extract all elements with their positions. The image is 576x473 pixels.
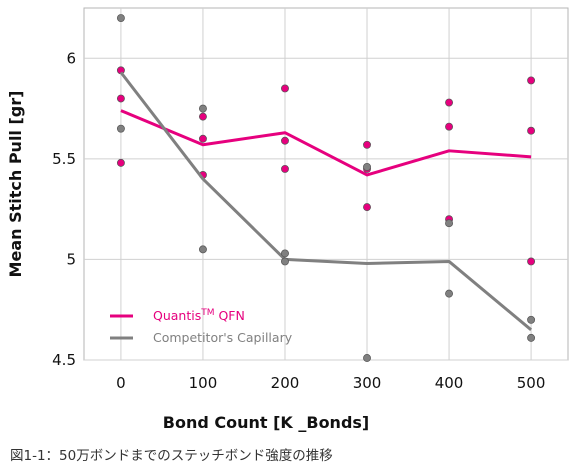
data-point [198,245,207,254]
data-point [116,14,125,23]
data-point [363,203,371,212]
data-point [527,126,536,135]
data-point [527,315,536,324]
x-tick-label: 300 [353,374,382,392]
data-point [116,158,125,167]
data-point [445,219,454,228]
data-point [363,354,371,362]
legend-label: QuantisTM QFN [153,308,245,323]
series-0 [116,66,536,266]
data-point [527,257,536,266]
series-1 [116,14,536,362]
data-point [445,98,454,107]
x-tick-label: 200 [271,374,300,392]
data-point [445,122,454,131]
x-tick-label: 500 [517,374,546,392]
data-point [281,84,289,93]
series-mean-line [119,71,533,331]
data-point [527,76,536,85]
x-tick-labels: 0 100 200 300 400 500 [116,374,545,392]
stitch-pull-chart: 4.5 5 5.5 6 0 100 200 300 400 500 QuantisTM QFN C… [6,7,569,432]
series-layer [116,14,536,362]
legend: QuantisTM QFN Competitor's Capillary [110,308,293,345]
y-tick-label: 5.5 [52,150,76,168]
data-point [116,124,125,133]
data-point [363,140,371,149]
data-point [281,136,289,145]
y-tick-label: 5 [66,250,76,268]
y-tick-label: 6 [66,49,76,67]
data-point [198,134,207,143]
grid [84,8,568,361]
legend-label: Competitor's Capillary [153,330,293,345]
y-axis-title: Mean Stitch Pull [gr] [6,91,25,278]
y-tick-labels: 4.5 5 5.5 6 [52,49,76,369]
data-point [445,289,454,298]
x-tick-label: 100 [189,374,218,392]
figure-caption: 図1-1：50万ボンドまでのステッチボンド強度の推移 [10,448,333,464]
series-mean-line [120,109,532,177]
x-tick-label: 0 [116,374,126,392]
data-point [281,249,289,258]
data-point [198,104,207,113]
data-point [198,112,207,121]
x-axis-title: Bond Count [K _Bonds] [163,413,369,432]
y-tick-label: 4.5 [52,351,76,369]
data-point [116,94,125,103]
x-tick-label: 400 [435,374,464,392]
data-point [281,257,289,266]
data-point [281,164,289,173]
data-point [363,162,371,171]
data-point [527,333,536,342]
